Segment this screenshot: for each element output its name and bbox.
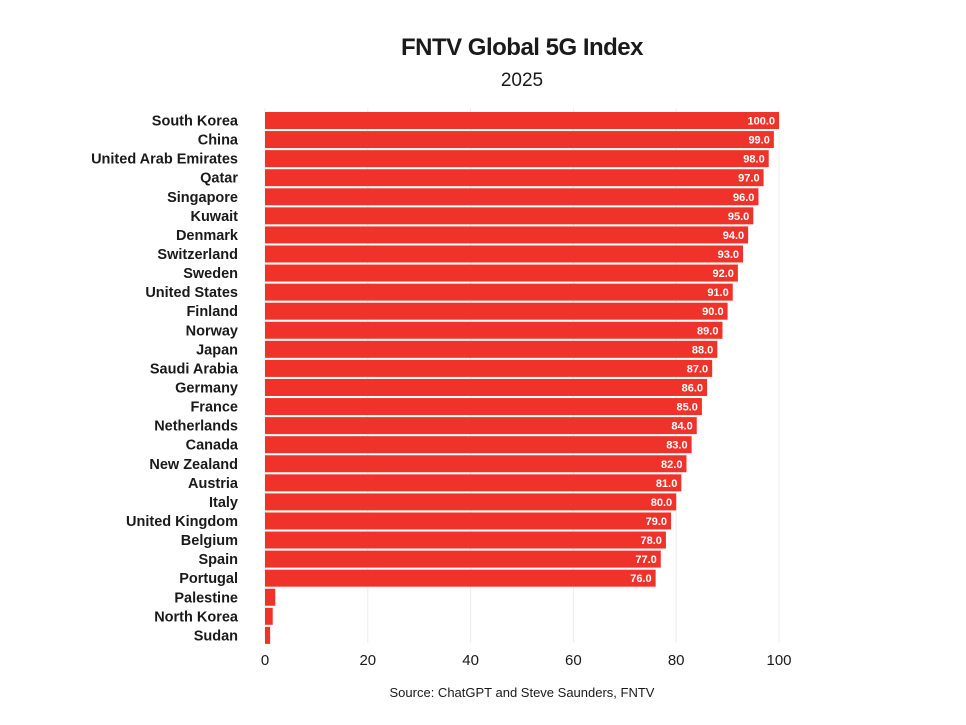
category-label: Finland: [186, 304, 238, 320]
bar: [265, 417, 697, 435]
bar: [265, 226, 749, 244]
data-label: 95.0: [728, 211, 749, 223]
x-tick-label: 20: [359, 652, 376, 669]
bar: [265, 378, 708, 396]
x-tick-label: 60: [565, 652, 582, 669]
bar: [265, 131, 774, 149]
data-label: 99.0: [748, 135, 769, 147]
data-label: 83.0: [666, 440, 687, 452]
data-label: 79.0: [646, 516, 667, 528]
x-axis-ticks: 0 20 40 60 80 100: [261, 652, 792, 669]
data-label: 93.0: [718, 249, 739, 261]
bars: [265, 112, 779, 644]
data-label: 100.0: [747, 116, 775, 128]
x-tick-label: 40: [462, 652, 479, 669]
bar: [265, 112, 779, 129]
data-label: 98.0: [743, 154, 764, 166]
data-label: 86.0: [682, 382, 703, 394]
data-label: 96.0: [733, 192, 754, 204]
bar: [265, 245, 744, 263]
value-labels: 100.0 99.0 98.0 97.0 96.0 95.0 94.0 93.0 92.0 91.…: [630, 116, 775, 586]
category-label: Japan: [196, 342, 238, 358]
category-label: Sudan: [194, 628, 238, 644]
data-label: 82.0: [661, 459, 682, 471]
data-label: 90.0: [702, 306, 723, 318]
category-label: Saudi Arabia: [150, 361, 239, 377]
category-label: France: [190, 400, 238, 416]
data-label: 94.0: [723, 230, 744, 242]
data-label: 97.0: [738, 173, 759, 185]
bar: [265, 569, 656, 587]
bar: [265, 626, 271, 644]
data-label: 80.0: [651, 497, 672, 509]
data-label: 78.0: [640, 535, 661, 547]
bar: [265, 207, 754, 225]
source-note: Source: ChatGPT and Steve Saunders, FNTV: [390, 685, 655, 700]
bar: [265, 321, 723, 339]
category-label: South Korea: [152, 114, 239, 130]
bar: [265, 550, 661, 568]
bar: [265, 359, 713, 377]
bar: [265, 150, 769, 168]
bar: [265, 283, 733, 301]
category-label: Palestine: [174, 590, 238, 606]
data-label: 76.0: [630, 573, 651, 585]
x-tick-label: 0: [261, 652, 269, 669]
data-label: 91.0: [707, 287, 728, 299]
data-label: 81.0: [656, 478, 677, 490]
bar: [265, 607, 273, 625]
category-label: Italy: [209, 495, 238, 511]
data-label: 85.0: [676, 402, 697, 414]
chart-subtitle: 2025: [501, 70, 543, 91]
bar: [265, 264, 738, 282]
bar: [265, 340, 718, 358]
category-label: Switzerland: [157, 247, 238, 263]
bar: [265, 436, 692, 454]
bar: [265, 455, 687, 473]
category-label: Norway: [186, 323, 238, 339]
data-label: 84.0: [671, 421, 692, 433]
category-label: Netherlands: [154, 419, 238, 435]
category-label: Portugal: [179, 571, 238, 587]
category-label: New Zealand: [149, 457, 238, 473]
category-label: United Arab Emirates: [91, 152, 238, 168]
bar: [265, 302, 728, 320]
data-label: 92.0: [712, 268, 733, 280]
data-label: 87.0: [687, 363, 708, 375]
data-label: 89.0: [697, 325, 718, 337]
bar: [265, 474, 682, 492]
category-label: Canada: [186, 438, 239, 454]
category-label: Austria: [188, 476, 239, 492]
bar: [265, 169, 764, 187]
x-tick-label: 100: [766, 652, 791, 669]
category-label: Spain: [199, 552, 238, 568]
category-label: China: [198, 133, 239, 149]
bar: [265, 493, 677, 511]
bar: [265, 188, 759, 206]
x-tick-label: 80: [668, 652, 685, 669]
category-label: Germany: [175, 380, 238, 396]
category-label: Kuwait: [190, 209, 238, 225]
category-label: United States: [145, 285, 238, 301]
data-label: 88.0: [692, 344, 713, 356]
data-label: 77.0: [635, 554, 656, 566]
category-label: Singapore: [167, 190, 238, 206]
category-label: United Kingdom: [126, 514, 238, 530]
category-label: Denmark: [176, 228, 239, 244]
category-label: North Korea: [154, 609, 239, 625]
category-label: Qatar: [200, 171, 238, 187]
category-labels: South Korea China United Arab Emirates Qata…: [91, 114, 239, 645]
chart-title: FNTV Global 5G Index: [401, 34, 644, 61]
bar: [265, 588, 276, 606]
category-label: Belgium: [181, 533, 238, 549]
bar: [265, 398, 702, 416]
category-label: Sweden: [183, 266, 238, 282]
bar: [265, 531, 666, 549]
bar: [265, 512, 672, 530]
